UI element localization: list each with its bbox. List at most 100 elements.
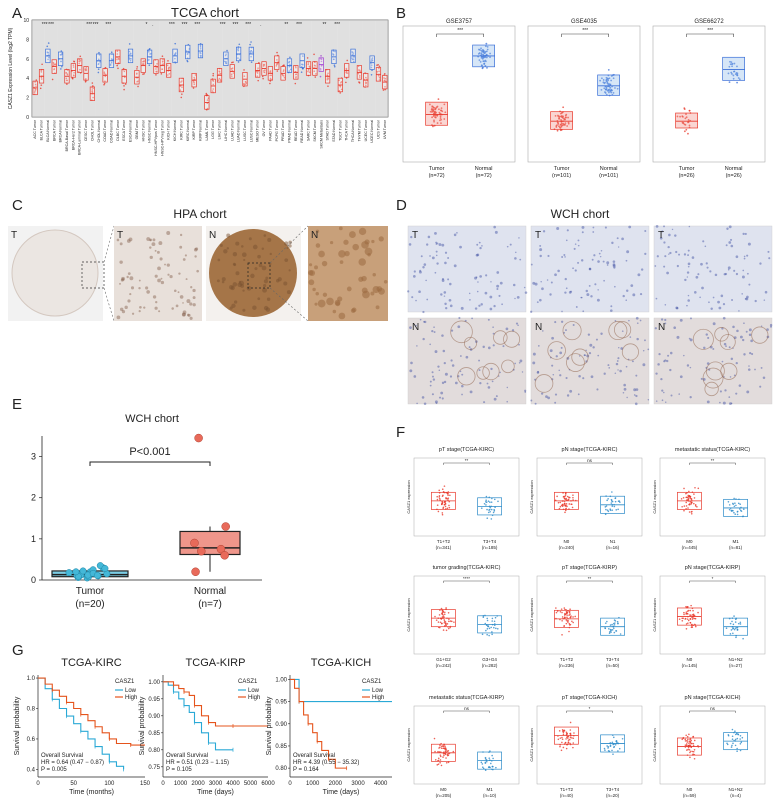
survival-xtick: 5000 — [244, 781, 258, 787]
clinical-point — [693, 493, 695, 495]
tcga-point — [378, 76, 381, 79]
clinical-point — [611, 629, 614, 631]
clinical-point — [447, 497, 450, 499]
hpa-cell — [151, 242, 156, 247]
wch-nucleus — [487, 318, 490, 321]
clinical-tick-label: G1+G2 — [436, 657, 451, 662]
tcga-point — [370, 73, 373, 76]
clinical-point — [561, 633, 563, 636]
wch-nucleus — [723, 273, 726, 276]
clinical-point — [493, 620, 496, 623]
tcga-tick-label: THYM Tumor — [357, 119, 361, 141]
geo-point — [612, 91, 615, 94]
wch-tubule — [621, 343, 639, 361]
clinical-point — [442, 745, 445, 748]
wch-nucleus — [600, 249, 603, 252]
wch-nucleus — [506, 386, 509, 389]
clinical-point — [561, 729, 564, 731]
wch-nucleus — [768, 257, 771, 260]
geo-point — [730, 71, 733, 74]
geo-point — [734, 73, 737, 75]
geo-point — [485, 56, 488, 59]
tcga-point — [365, 84, 367, 87]
tcga-point — [320, 60, 323, 63]
hpa-cell — [250, 273, 255, 279]
clinical-point — [491, 633, 493, 636]
clinical-point — [448, 504, 450, 507]
wch-nucleus — [453, 264, 457, 268]
geo-point — [731, 63, 734, 65]
clinical-point — [694, 504, 697, 506]
tcga-point — [65, 77, 68, 80]
clinical-point — [440, 503, 443, 506]
tcga-tick-label: LAML Tumor — [205, 119, 209, 140]
wch-nucleus — [724, 389, 727, 392]
hpa-cell — [338, 250, 346, 258]
wch-nucleus — [587, 333, 591, 336]
geo-point — [478, 59, 481, 62]
wch-nucleus — [629, 336, 632, 338]
hpa-cell — [174, 289, 177, 292]
tcga-point — [250, 55, 252, 58]
wch-nucleus — [668, 253, 670, 255]
wch-nucleus — [744, 232, 747, 236]
wch-nucleus — [739, 335, 743, 339]
clinical-tick-label: N0 — [564, 539, 570, 544]
tcga-point — [382, 89, 385, 91]
hpa-cell — [184, 254, 187, 257]
clinical-point — [685, 605, 687, 608]
clinical-chart-pT_KICH: pT stage(TCGA-KICH)CASZ1 expressionT1+T2… — [529, 695, 643, 798]
clinical-point — [614, 743, 617, 746]
wch-nucleus — [687, 254, 689, 256]
wch-nucleus — [547, 396, 551, 400]
clinical-point — [442, 629, 445, 631]
wch-nucleus — [534, 402, 537, 405]
wch-nucleus — [577, 239, 580, 242]
clinical-chart-meta_KIRC: metastatic status(TCGA-KIRC)CASZ1 expres… — [652, 447, 766, 550]
wch-nucleus — [440, 293, 443, 296]
geo-point — [731, 73, 733, 75]
hpa-cell — [239, 280, 245, 286]
clinical-point — [608, 632, 611, 635]
tcga-sig-label: *** — [334, 22, 340, 28]
tcga-point — [85, 78, 87, 80]
clinical-ylabel: CASZ1 expression — [406, 480, 411, 513]
hpa-cell — [286, 290, 291, 295]
clinical-point — [442, 611, 445, 613]
wch-nucleus — [541, 330, 544, 332]
clinical-point — [572, 621, 574, 624]
tcga-point — [174, 52, 177, 54]
clinical-point — [448, 506, 451, 509]
survival-ytick: 0.90 — [148, 714, 160, 720]
survival-xtick: 3000 — [351, 781, 365, 787]
wch-nucleus — [590, 295, 593, 298]
clinical-point — [447, 761, 450, 764]
survival-legend-title: CASZ1 — [238, 679, 258, 685]
wch-nucleus — [661, 230, 664, 233]
geo-point — [600, 88, 603, 91]
wch-nucleus — [491, 380, 494, 383]
hpa-cell — [166, 263, 170, 267]
wch-nucleus — [626, 396, 628, 399]
tcga-point — [300, 71, 303, 73]
wch-nucleus — [668, 233, 671, 237]
survival-legend-title: CASZ1 — [115, 679, 135, 685]
clinical-point — [687, 507, 689, 509]
geo-point — [480, 53, 483, 56]
clinical-point — [611, 491, 613, 493]
wch-nucleus — [554, 273, 557, 277]
tcga-point — [40, 71, 43, 73]
tcga-point — [34, 81, 36, 83]
clinical-point — [688, 733, 690, 736]
tcga-point — [167, 60, 169, 62]
wch-tile-label: N — [412, 322, 419, 333]
wch-nucleus — [640, 268, 644, 271]
clinical-point — [735, 504, 737, 507]
wch-nucleus — [612, 264, 616, 268]
tcga-point — [66, 73, 69, 76]
clinical-point — [437, 750, 439, 753]
clinical-point — [733, 628, 736, 631]
tcga-point — [302, 55, 304, 57]
wch-nucleus — [514, 257, 517, 260]
tcga-point — [276, 51, 278, 54]
